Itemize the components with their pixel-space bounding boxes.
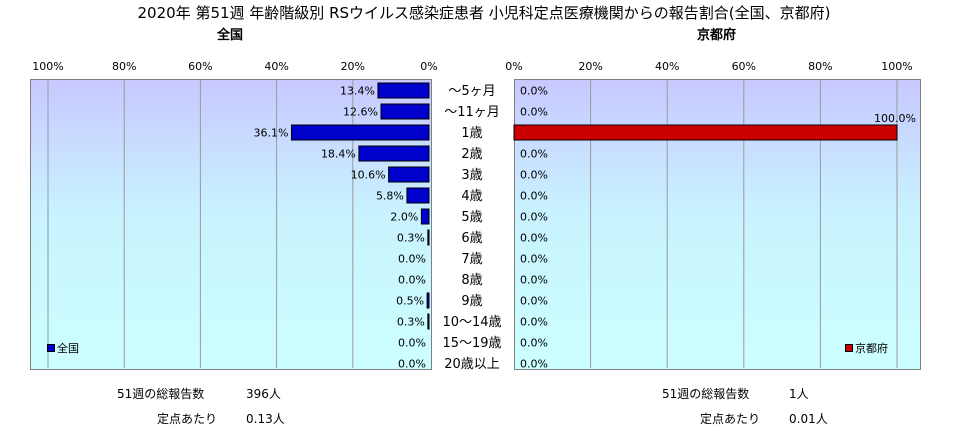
legend-label-right: 京都府	[855, 342, 888, 355]
legend-swatch-left	[47, 344, 55, 352]
footer-right-total-value: 1人	[789, 387, 809, 401]
left-bar-label: 0.3%	[397, 316, 425, 329]
left-bar	[426, 292, 430, 309]
category-label: ～5ヶ月	[448, 84, 495, 99]
right-tick-label: 0%	[505, 60, 522, 73]
category-label: 4歳	[461, 189, 482, 204]
right-bar-label: 0.0%	[520, 316, 548, 329]
right-bar-label: 0.0%	[520, 232, 548, 245]
left-bar	[427, 313, 430, 330]
footer-left-per-label: 定点あたり	[157, 412, 218, 426]
legend-swatch-right	[845, 344, 853, 352]
left-bar	[427, 229, 430, 246]
left-bar-label: 10.6%	[351, 169, 386, 182]
left-bar-label: 13.4%	[340, 85, 375, 98]
chart-title: 2020年 第51週 年齢階級別 RSウイルス感染症患者 小児科定点医療機関から…	[137, 4, 831, 22]
category-label: 20歳以上	[444, 357, 500, 372]
left-tick-label: 0%	[420, 60, 437, 73]
footer-left-total-value: 396人	[246, 387, 281, 401]
right-bar	[513, 124, 898, 141]
category-label: ～11ヶ月	[444, 105, 500, 120]
category-label: 8歳	[461, 273, 482, 288]
right-tick-label: 60%	[732, 60, 756, 73]
left-bar	[406, 187, 430, 204]
footer-left-total-label: 51週の総報告数	[117, 387, 205, 401]
right-bar-label: 0.0%	[520, 190, 548, 203]
right-bar-label: 0.0%	[520, 148, 548, 161]
footer-right-per-label: 定点あたり	[700, 412, 761, 426]
left-bar-label: 36.1%	[254, 127, 289, 140]
right-bar-label: 0.0%	[520, 358, 548, 371]
left-tick-label: 100%	[32, 60, 63, 73]
category-label: 9歳	[461, 294, 482, 309]
right-tick-label: 20%	[578, 60, 602, 73]
right-tick-label: 40%	[655, 60, 679, 73]
left-tick-label: 20%	[341, 60, 365, 73]
right-tick-label: 80%	[808, 60, 832, 73]
left-tick-label: 40%	[264, 60, 288, 73]
right-tick-label: 100%	[881, 60, 912, 73]
left-bar-label: 5.8%	[376, 190, 404, 203]
footer-left-per-value: 0.13人	[246, 412, 285, 426]
legend-left: 全国	[47, 340, 79, 356]
footer-right-total-label: 51週の総報告数	[662, 387, 750, 401]
right-bar-label: 0.0%	[520, 169, 548, 182]
left-tick-label: 80%	[112, 60, 136, 73]
category-label: 6歳	[461, 231, 482, 246]
left-panel-title: 全国	[216, 28, 243, 43]
category-label: 2歳	[461, 147, 482, 162]
left-bar-label: 2.0%	[390, 211, 418, 224]
left-bar-label: 0.0%	[398, 253, 426, 266]
left-bar	[377, 82, 430, 99]
left-bar	[420, 208, 430, 225]
right-bar-label: 0.0%	[520, 211, 548, 224]
category-label: 5歳	[461, 210, 482, 225]
left-tick-label: 60%	[188, 60, 212, 73]
right-bar-label: 0.0%	[520, 274, 548, 287]
left-bar-label: 0.5%	[396, 295, 424, 308]
right-bar-label: 0.0%	[520, 337, 548, 350]
left-bar	[290, 124, 430, 141]
category-label: 1歳	[461, 126, 482, 141]
legend-label-left: 全国	[57, 342, 79, 355]
left-bar-label: 0.3%	[397, 232, 425, 245]
right-bar-label: 0.0%	[520, 295, 548, 308]
footer-right-per-value: 0.01人	[789, 412, 828, 426]
right-bar-label: 0.0%	[520, 253, 548, 266]
left-bar-label: 0.0%	[398, 337, 426, 350]
right-bar-label: 0.0%	[520, 85, 548, 98]
left-bar-label: 0.0%	[398, 358, 426, 371]
category-label: 15～19歳	[442, 336, 501, 351]
right-bar-label: 100.0%	[874, 112, 916, 125]
left-bar-label: 12.6%	[343, 106, 378, 119]
legend-right: 京都府	[845, 340, 888, 356]
right-bar-label: 0.0%	[520, 106, 548, 119]
left-bar	[380, 103, 430, 120]
left-bar	[358, 145, 430, 162]
left-bar-label: 18.4%	[321, 148, 356, 161]
category-label: 3歳	[461, 168, 482, 183]
category-label: 10～14歳	[442, 315, 501, 330]
left-bar	[388, 166, 430, 183]
category-label: 7歳	[461, 252, 482, 267]
right-panel-title: 京都府	[696, 28, 736, 43]
left-bar-label: 0.0%	[398, 274, 426, 287]
